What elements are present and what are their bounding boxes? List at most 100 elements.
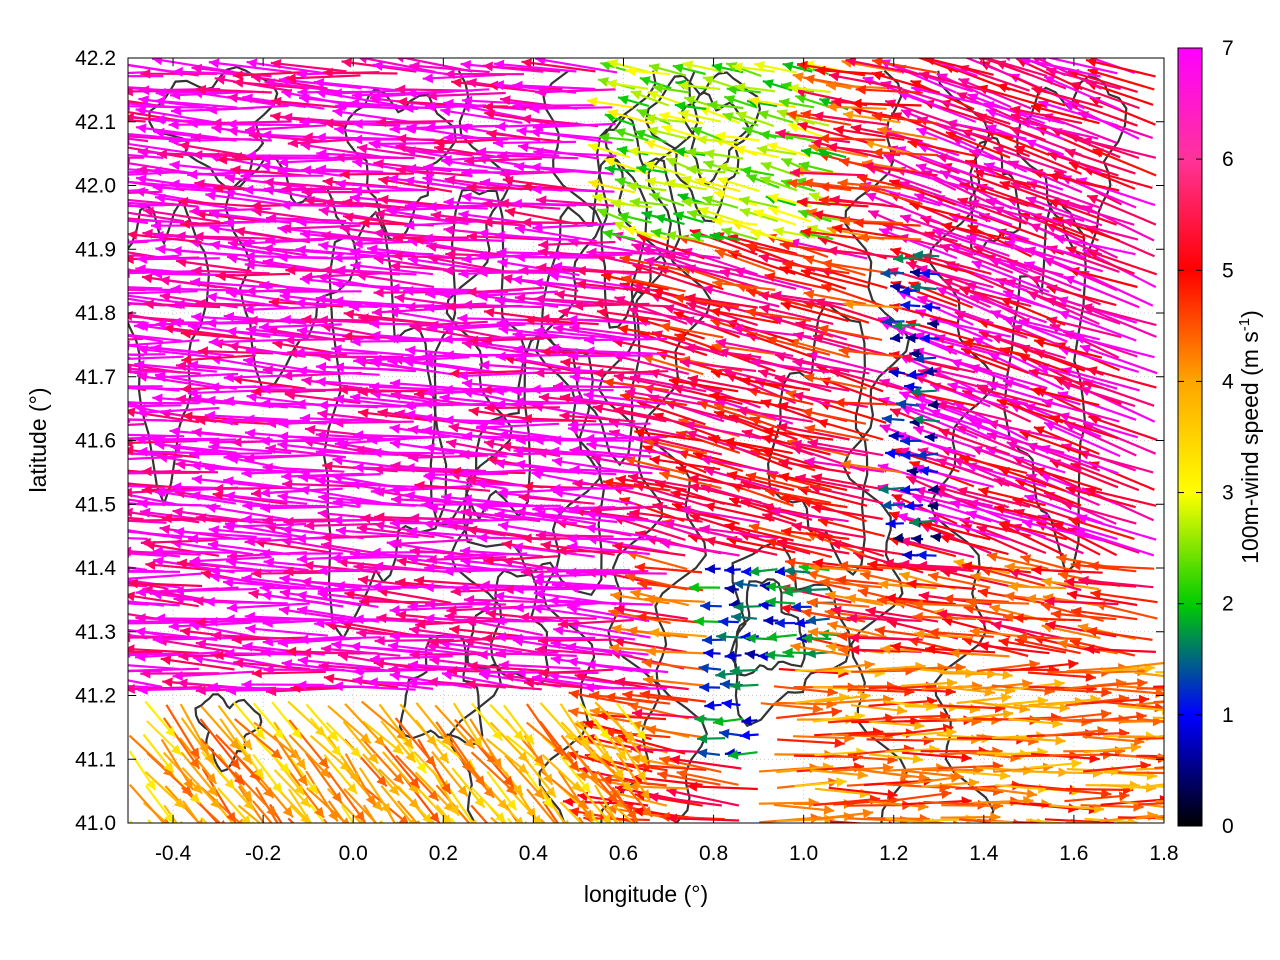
wind-arrow-head (371, 447, 382, 458)
wind-arrow-head (228, 341, 239, 352)
wind-arrow-shaft (986, 432, 1065, 454)
wind-arrow-head (724, 584, 735, 595)
wind-arrow-shaft (785, 574, 851, 591)
wind-arrow-head (906, 475, 918, 486)
wind-arrow-shaft (832, 697, 894, 705)
wind-arrow-head (260, 161, 271, 172)
wind-arrow-head (994, 504, 1006, 515)
wind-arrow-head (176, 558, 188, 569)
wind-arrow-head (475, 147, 487, 158)
wind-arrow-shaft (1065, 486, 1136, 509)
wind-arrow-shaft (629, 375, 707, 393)
wind-arrow-head (636, 729, 647, 741)
wind-arrow-head (403, 400, 414, 411)
wind-arrow-shaft (939, 784, 1004, 793)
wind-arrow-head (187, 360, 199, 371)
wind-arrow-head (502, 274, 513, 284)
wind-arrow-shaft (766, 472, 832, 492)
wind-arrow-head (947, 381, 959, 392)
wind-arrow-head (58, 668, 69, 678)
wind-arrow-head (568, 707, 579, 718)
wind-arrow-head (476, 422, 487, 433)
wind-arrow-head (189, 747, 200, 759)
wind-arrow-shaft (956, 425, 1030, 457)
wind-arrow-shaft (673, 295, 740, 309)
wind-arrow-head (350, 336, 361, 347)
wind-arrow-head (1042, 762, 1054, 773)
wind-arrow-head (714, 249, 726, 259)
wind-arrow-head (260, 503, 271, 514)
wind-arrow-shaft (332, 518, 416, 522)
wind-arrow-head (942, 278, 954, 288)
wind-arrow-head (243, 304, 254, 315)
wind-arrow-shaft (128, 572, 202, 580)
wind-arrow-head (603, 377, 614, 388)
wind-arrow-head (758, 600, 769, 611)
wind-arrow-head (893, 253, 904, 264)
wind-arrow-head (367, 244, 378, 255)
wind-arrow-head (173, 527, 185, 537)
wind-arrow-head (930, 532, 941, 543)
wind-arrow-shaft (851, 669, 916, 673)
wind-arrow-shaft (985, 198, 1065, 225)
wind-arrow-head (197, 346, 208, 357)
wind-arrow-head (102, 414, 112, 424)
wind-arrow-shaft (136, 374, 218, 389)
wind-arrow-head (839, 216, 850, 226)
wind-arrow-head (876, 595, 888, 606)
wind-arrow-shaft (948, 263, 1028, 292)
wind-arrow-head (565, 642, 577, 653)
wind-arrow-head (178, 651, 189, 662)
wind-arrow-shaft (376, 120, 454, 124)
wind-arrow-head (407, 554, 419, 565)
wind-arrow-shaft (134, 363, 217, 373)
wind-arrow-head (568, 351, 579, 361)
wind-arrow-head (666, 813, 677, 823)
wind-arrow-shaft (640, 247, 721, 260)
wind-arrow-head (101, 201, 111, 211)
wind-arrow-shaft (906, 582, 976, 591)
wind-arrow-head (458, 268, 469, 279)
wind-arrow-head (916, 550, 927, 561)
wind-arrow-head (266, 213, 277, 224)
wind-arrow-shaft (60, 207, 127, 222)
wind-arrow-shaft (885, 783, 950, 790)
wind-arrow-head (458, 468, 469, 479)
wind-arrow-head (534, 589, 545, 600)
wind-arrow-head (554, 844, 564, 855)
wind-arrow-head (728, 749, 739, 760)
wind-arrow-head (441, 154, 453, 165)
wind-arrow-head (318, 492, 329, 503)
wind-arrow-shaft (853, 221, 921, 227)
wind-arrow-head (917, 368, 929, 378)
wind-arrow-shaft (128, 448, 199, 459)
wind-arrow-head (618, 212, 630, 222)
wind-arrow-head (395, 142, 406, 153)
wind-arrow-shaft (339, 172, 414, 176)
wind-arrow-head (494, 230, 505, 241)
wind-arrow-head (569, 464, 580, 475)
wind-arrow-head (394, 409, 406, 420)
wind-arrow-head (398, 815, 409, 823)
wind-arrow-shaft (978, 644, 1050, 655)
wind-arrow-shaft (1023, 261, 1103, 294)
wind-arrow-head (390, 461, 401, 472)
wind-arrow-shaft (191, 430, 273, 441)
wind-arrow-shaft (648, 436, 723, 456)
wind-arrow-shaft (1064, 794, 1130, 803)
wind-arrow-head (210, 798, 221, 809)
wind-arrow-shaft (972, 336, 1049, 375)
wind-arrow-head (134, 627, 146, 637)
wind-arrow-head (371, 581, 382, 592)
wind-arrow-shaft (503, 356, 578, 373)
wind-arrow-shaft (207, 542, 291, 556)
wind-arrow-shaft (928, 630, 994, 638)
wind-arrow-head (282, 806, 293, 818)
wind-arrow-shaft (915, 127, 995, 161)
wind-arrow-head (881, 414, 893, 425)
wind-arrow-head (164, 812, 174, 823)
wind-arrow-shaft (780, 302, 849, 323)
wind-arrow-shaft (1004, 235, 1086, 259)
wind-arrow-shaft (1050, 612, 1117, 621)
wind-arrow-head (106, 206, 117, 216)
